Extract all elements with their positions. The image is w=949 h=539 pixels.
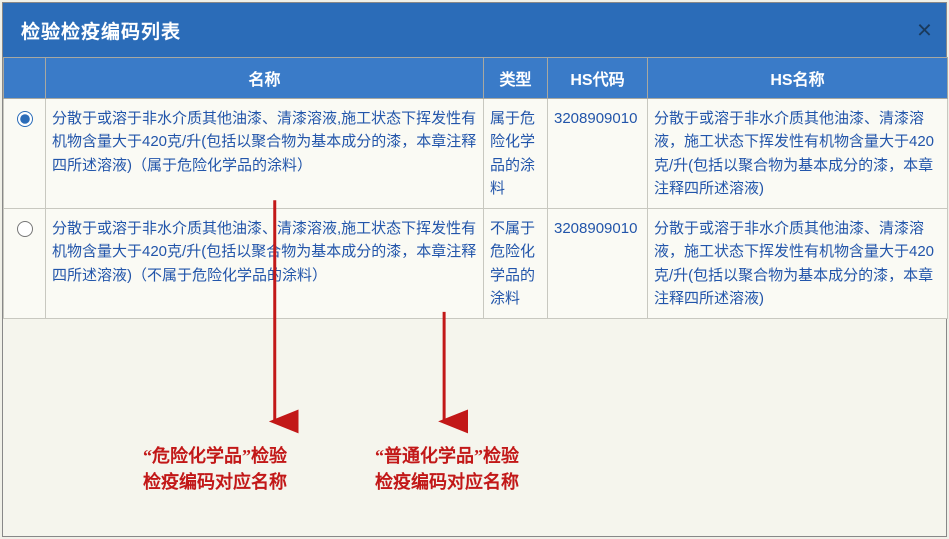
annotation-label-hazard: “危险化学品”检验检疫编码对应名称 — [143, 443, 287, 495]
row-radio[interactable] — [17, 111, 33, 127]
cell-radio — [4, 209, 46, 319]
table-row[interactable]: 分散于或溶于非水介质其他油漆、清漆溶液,施工状态下挥发性有机物含量大于420克/… — [4, 99, 948, 209]
dialog-window: 检验检疫编码列表 × 名称 类型 HS代码 HS名称 分散于或溶于非水介质其他油… — [2, 2, 947, 537]
col-header-type: 类型 — [484, 58, 548, 99]
cell-radio — [4, 99, 46, 209]
col-header-name: 名称 — [46, 58, 484, 99]
cell-name: 分散于或溶于非水介质其他油漆、清漆溶液,施工状态下挥发性有机物含量大于420克/… — [46, 209, 484, 319]
table-body: 分散于或溶于非水介质其他油漆、清漆溶液,施工状态下挥发性有机物含量大于420克/… — [4, 99, 948, 319]
col-header-hsname: HS名称 — [648, 58, 948, 99]
cell-type: 属于危险化学品的涂料 — [484, 99, 548, 209]
col-header-hscode: HS代码 — [548, 58, 648, 99]
cell-hsname: 分散于或溶于非水介质其他油漆、清漆溶液，施工状态下挥发性有机物含量大于420克/… — [648, 99, 948, 209]
table-header-row: 名称 类型 HS代码 HS名称 — [4, 58, 948, 99]
cell-hsname: 分散于或溶于非水介质其他油漆、清漆溶液，施工状态下挥发性有机物含量大于420克/… — [648, 209, 948, 319]
table-row[interactable]: 分散于或溶于非水介质其他油漆、清漆溶液,施工状态下挥发性有机物含量大于420克/… — [4, 209, 948, 319]
cell-hscode: 3208909010 — [548, 209, 648, 319]
codes-table: 名称 类型 HS代码 HS名称 分散于或溶于非水介质其他油漆、清漆溶液,施工状态… — [3, 57, 948, 319]
row-radio[interactable] — [17, 221, 33, 237]
cell-name: 分散于或溶于非水介质其他油漆、清漆溶液,施工状态下挥发性有机物含量大于420克/… — [46, 99, 484, 209]
window-title: 检验检疫编码列表 — [21, 17, 181, 44]
cell-hscode: 3208909010 — [548, 99, 648, 209]
annotation-label-normal: “普通化学品”检验检疫编码对应名称 — [375, 443, 519, 495]
col-header-radio — [4, 58, 46, 99]
close-icon[interactable]: × — [917, 15, 932, 46]
cell-type: 不属于危险化学品的涂料 — [484, 209, 548, 319]
titlebar: 检验检疫编码列表 × — [3, 3, 946, 57]
